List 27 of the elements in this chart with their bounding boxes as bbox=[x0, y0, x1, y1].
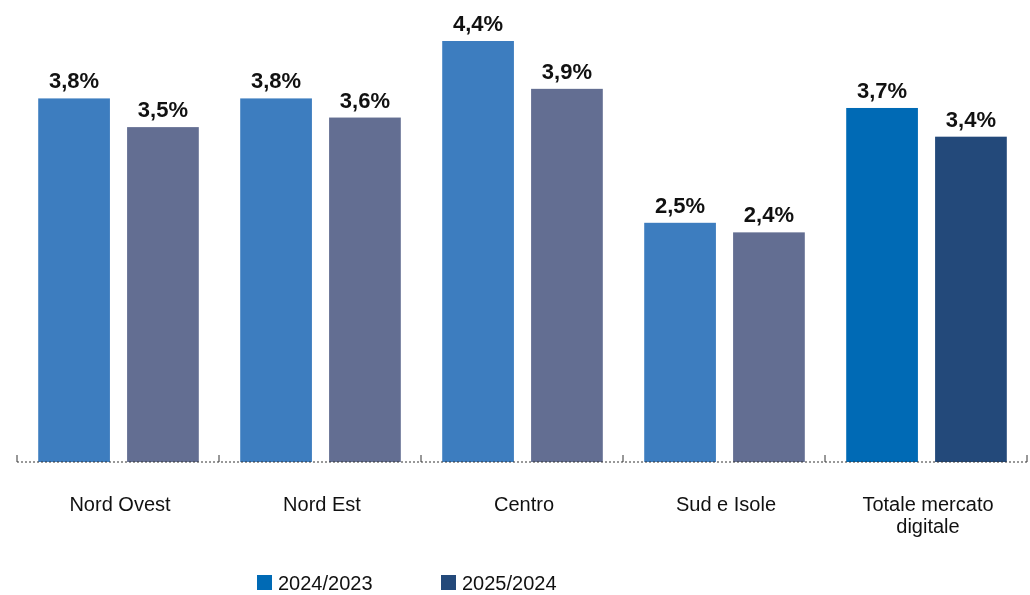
legend-label: 2024/2023 bbox=[278, 572, 373, 594]
data-label: 3,8% bbox=[250, 68, 302, 94]
data-label: 4,4% bbox=[452, 11, 504, 36]
bar bbox=[846, 107, 918, 462]
x-tick-label: Sud e Isole bbox=[675, 493, 777, 515]
data-label: 3,6% bbox=[339, 87, 391, 113]
x-tick-label: Totale mercato digitale bbox=[862, 493, 994, 537]
data-label: 3,4% bbox=[945, 106, 997, 132]
bar bbox=[442, 41, 514, 462]
bar bbox=[935, 136, 1007, 462]
bar bbox=[733, 232, 805, 462]
x-tick-label: Nord Est bbox=[283, 493, 362, 515]
x-tick-label: Centro bbox=[493, 493, 555, 515]
data-label: 3,5% bbox=[137, 97, 189, 123]
data-label: 2,4% bbox=[743, 202, 795, 228]
data-label: 3,8% bbox=[48, 68, 100, 94]
legend-label: 2025/2024 bbox=[462, 572, 557, 594]
bar bbox=[644, 222, 716, 462]
bar bbox=[531, 88, 603, 462]
bar bbox=[240, 98, 312, 462]
x-tick-label: Nord Ovest bbox=[69, 493, 172, 515]
bar bbox=[329, 117, 401, 462]
data-label: 3,9% bbox=[541, 58, 593, 84]
data-label: 2,5% bbox=[654, 192, 706, 218]
bar bbox=[38, 98, 110, 462]
data-label: 3,7% bbox=[856, 77, 908, 103]
bar bbox=[127, 127, 199, 462]
